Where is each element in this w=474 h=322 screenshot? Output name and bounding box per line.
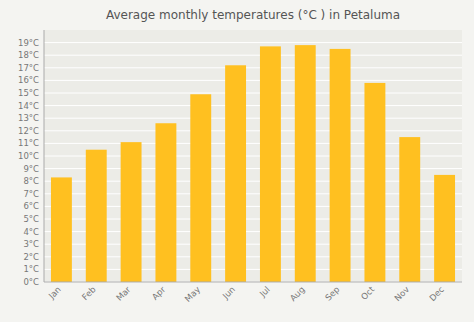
y-tick-label: 15°C [18, 88, 39, 98]
y-tick-label: 13°C [18, 113, 39, 123]
bar [260, 46, 281, 282]
bars [51, 45, 455, 282]
y-axis-line [44, 30, 45, 282]
bar [190, 94, 211, 282]
grid-line [44, 67, 462, 68]
y-tick-label: 6°C [23, 201, 39, 211]
y-tick-label: 14°C [18, 101, 39, 111]
x-tick-label: May [183, 284, 203, 304]
x-tick-label: Jun [220, 284, 237, 301]
chart: 0°C 1°C 2°C 3°C 4°C 5°C 6°C 7°C 8°C 9°C 10°C 11°C 12… [0, 0, 474, 322]
y-tick-label: 7°C [23, 189, 39, 199]
x-tick-label: Mar [114, 284, 133, 303]
y-tick-label: 5°C [23, 214, 39, 224]
x-tick-label: Jul [257, 284, 272, 299]
grid-line [44, 93, 462, 94]
y-tick-label: 17°C [18, 63, 39, 73]
x-tick-label: Sep [323, 284, 341, 302]
x-tick-label: Dec [427, 284, 446, 303]
x-tick-label: Feb [80, 284, 98, 302]
y-tick-label: 4°C [23, 227, 39, 237]
y-tick-label: 3°C [23, 239, 39, 249]
bar [434, 175, 455, 282]
bar [225, 65, 246, 282]
title: Average monthly temperatures (°C ) in Pe… [106, 8, 400, 22]
x-tick-label: Oct [359, 284, 377, 302]
grid-line [44, 282, 462, 283]
grid-line [44, 118, 462, 119]
bar [399, 137, 420, 282]
y-tick-label: 8°C [23, 176, 39, 186]
x-tick-label: Aug [288, 284, 307, 303]
y-tick-label: 9°C [23, 164, 39, 174]
grid [44, 43, 462, 282]
bar [51, 177, 72, 282]
y-tick-label: 0°C [23, 277, 39, 287]
plot-background [44, 30, 462, 282]
y-tick-label: 12°C [18, 126, 39, 136]
bar [330, 49, 351, 282]
grid-line [44, 80, 462, 81]
y-tick-label: 10°C [18, 151, 39, 161]
bar [155, 123, 176, 282]
x-axis-line [44, 282, 462, 283]
x-tick-label: Nov [392, 284, 411, 303]
bar [295, 45, 316, 282]
bar [364, 83, 385, 282]
x-tick-label: Apr [150, 284, 168, 302]
grid-line [44, 42, 462, 43]
grid-line [44, 55, 462, 56]
y-tick-label: 1°C [23, 264, 39, 274]
x-tick-label: Jan [46, 284, 63, 301]
y-tick-label: 18°C [18, 50, 39, 60]
grid-line [44, 105, 462, 106]
bar [86, 150, 107, 282]
y-tick-label: 19°C [18, 38, 39, 48]
grid-line [44, 130, 462, 131]
y-tick-label: 11°C [18, 138, 39, 148]
y-tick-label: 16°C [18, 75, 39, 85]
y-tick-label: 2°C [23, 252, 39, 262]
bar [121, 142, 142, 282]
